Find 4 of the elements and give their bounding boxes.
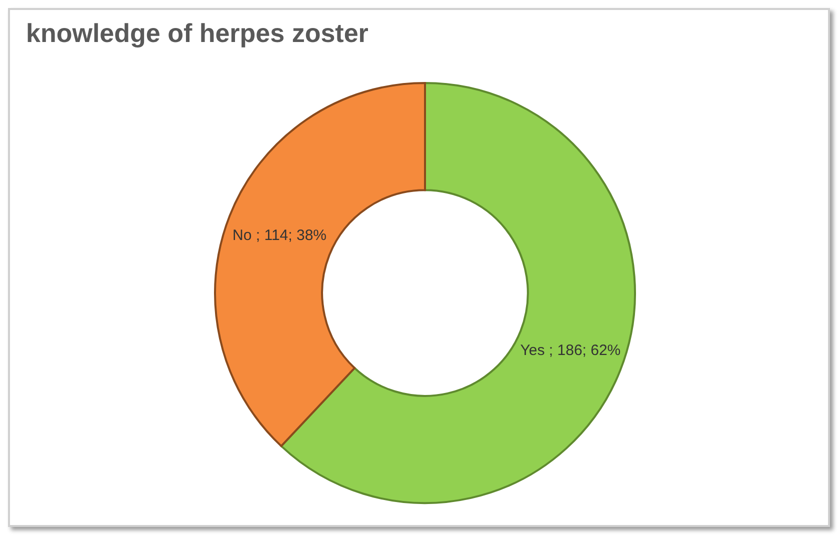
- donut-slice: [214, 82, 426, 448]
- chart-title: knowledge of herpes zoster: [26, 18, 368, 49]
- slice-label: Yes ; 186; 62%: [520, 342, 621, 360]
- slice-label: No ; 114; 38%: [232, 226, 327, 244]
